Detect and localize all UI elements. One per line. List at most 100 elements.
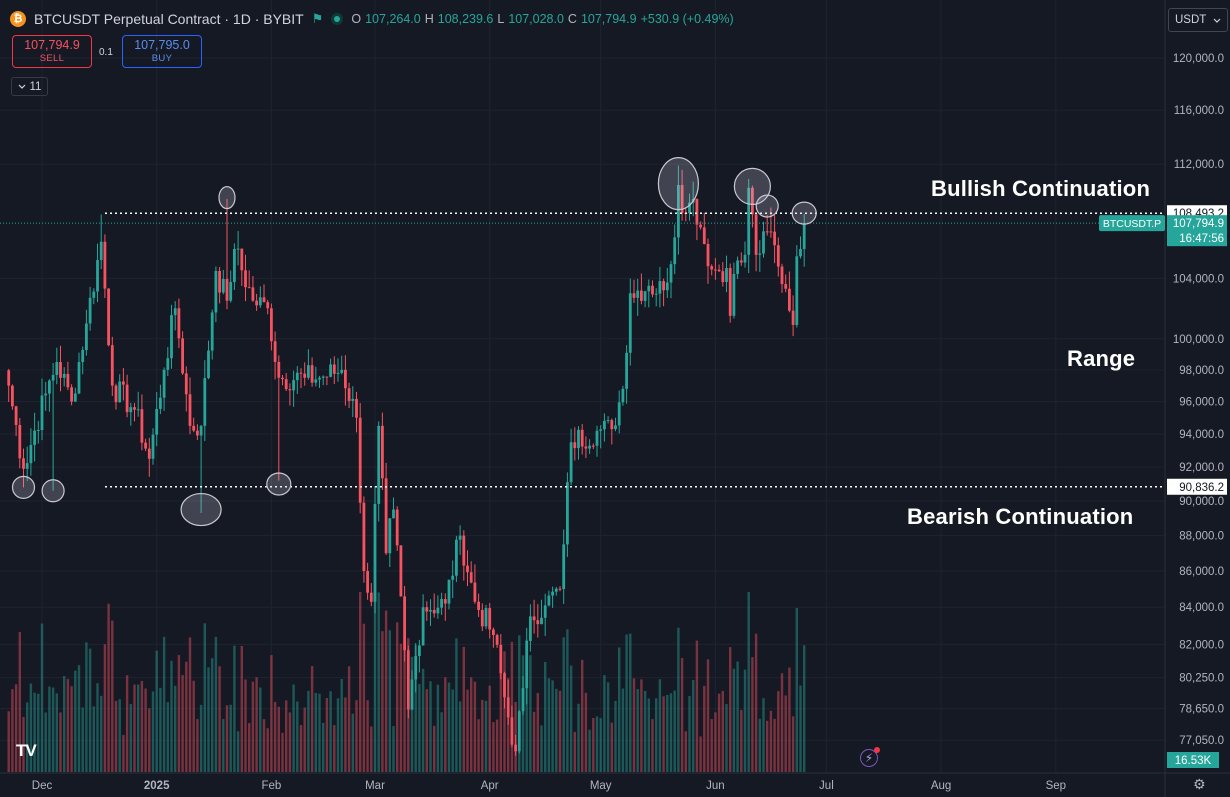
candle [517, 710, 521, 754]
symbol-tag-label: BTCUSDT.P [1103, 218, 1161, 230]
highlight-circle [218, 185, 236, 210]
candle [747, 178, 751, 274]
volume-bar [418, 684, 421, 772]
candle [632, 279, 636, 303]
volume-bar [703, 685, 706, 772]
candle [122, 368, 125, 401]
candle [18, 418, 22, 469]
volume-bar [77, 665, 81, 772]
volume-bar [266, 728, 269, 772]
volume-bar [144, 688, 147, 772]
volume-bar [288, 712, 292, 772]
time-tick-label: May [590, 780, 612, 792]
volume-bar [122, 734, 125, 772]
highlight-circle [41, 479, 65, 503]
volume-bar [336, 698, 340, 772]
highlight-circle [657, 157, 700, 211]
candle [469, 561, 473, 584]
volume-bar [303, 707, 306, 772]
price-axis[interactable]: 120,000.0 116,000.0 112,000.0 104,000.0 100,… [1099, 0, 1230, 797]
candle [147, 437, 151, 477]
volume-bar [285, 700, 288, 772]
candle [96, 243, 99, 303]
candle [244, 254, 247, 302]
candle [406, 645, 410, 719]
ohlc-readout: O 107,264.0 H 108,239.6 L 107,028.0 C 107,79… [351, 12, 733, 26]
buy-button[interactable]: 107,795.0 BUY [122, 35, 202, 68]
close-value: 107,794.9 [580, 12, 637, 26]
highlight-circles [11, 157, 817, 527]
candle [221, 269, 225, 295]
volume-bar [333, 725, 336, 772]
volume-bar [784, 695, 787, 772]
candle [362, 496, 366, 583]
candle [166, 347, 170, 377]
currency-select[interactable]: USDT [1168, 8, 1228, 32]
time-axis[interactable]: Dec 2025 Feb Mar Apr May Jun Jul Aug Sep [0, 772, 1230, 792]
candle [765, 215, 769, 236]
buy-price: 107,795.0 [134, 37, 190, 52]
candle [532, 599, 536, 634]
candle [358, 403, 362, 514]
candle [299, 368, 303, 389]
candle [566, 472, 569, 557]
volume-bar [140, 680, 144, 772]
volume-bar [655, 698, 658, 772]
volume-bar [359, 592, 362, 772]
candle [303, 362, 307, 386]
symbol-title[interactable]: BTCUSDT Perpetual Contract · 1D · BYBIT [34, 11, 304, 27]
candle [236, 230, 240, 266]
indicators-toggle-button[interactable]: 11 [11, 77, 48, 96]
candle [184, 366, 188, 412]
candle [569, 428, 573, 486]
candle [758, 240, 762, 272]
candle [599, 425, 603, 449]
tradingview-logo[interactable]: TV [16, 741, 37, 760]
volume-bar [277, 706, 280, 772]
volume-bar [595, 716, 599, 772]
last-price-tag [1167, 215, 1227, 247]
volume-bar [166, 702, 169, 772]
volume-bar [74, 670, 77, 772]
candle [196, 424, 199, 441]
volume-bar [307, 690, 310, 772]
candle [662, 278, 665, 307]
gear-icon[interactable]: ⚙ [1193, 776, 1206, 792]
market-status-icon [331, 13, 344, 25]
price-tick-label: 88,000.0 [1179, 531, 1224, 543]
time-tick-label: Apr [481, 780, 499, 792]
volume-bar [244, 679, 247, 772]
price-tick-label: 78,650.0 [1179, 704, 1224, 716]
close-label: C [567, 12, 577, 26]
volume-bar [255, 677, 258, 772]
volume-bar [729, 647, 732, 772]
volume-bar [70, 686, 73, 772]
volume-bar [651, 719, 654, 772]
candle [340, 355, 344, 375]
highlight-circle [733, 167, 772, 205]
price-tick-label: 94,000.0 [1179, 429, 1224, 441]
candle [584, 436, 588, 459]
volume-bar [777, 691, 780, 772]
volume-bar [470, 677, 473, 772]
volume-bar [177, 655, 181, 772]
flag-icon[interactable]: ⚑ [311, 11, 324, 26]
candle [647, 279, 651, 308]
volume-bar [699, 736, 702, 772]
candle [103, 234, 107, 299]
sell-button[interactable]: 107,794.9 SELL [12, 35, 92, 68]
candle [440, 592, 443, 615]
time-tick-label: Sep [1046, 780, 1066, 792]
volume-bar [795, 607, 798, 772]
candle [129, 402, 133, 426]
volume-bar [614, 701, 617, 772]
volume-bar [525, 639, 528, 772]
price-tick-label: 86,000.0 [1179, 566, 1224, 578]
candle [595, 425, 599, 457]
sell-label: SELL [39, 52, 65, 64]
lightning-icon[interactable]: ⚡ [860, 747, 880, 767]
volume-bar [436, 684, 440, 772]
volume-bar [392, 726, 395, 772]
volume-bar [292, 684, 295, 772]
